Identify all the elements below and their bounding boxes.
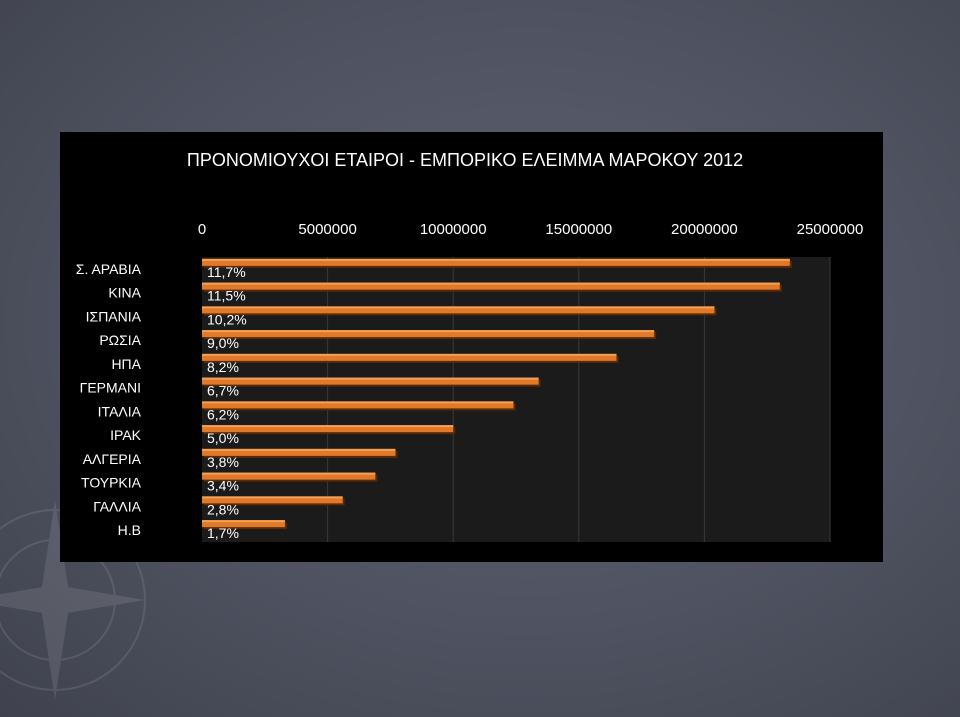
grid-lines: [327, 257, 831, 542]
data-label: 6,7%: [207, 383, 239, 399]
data-label: 2,8%: [207, 501, 239, 517]
data-labels: 11,7% 11,5% 10,2% 9,0% 8,2% 6,7% 6,2% 5,0% 3,8% 3…: [207, 264, 247, 541]
bar-highlight: [202, 496, 343, 499]
x-axis-tick-labels: 0 5000000 10000000 15000000 20000000 25000000: [198, 221, 864, 238]
bar-highlight: [202, 258, 790, 261]
data-label: 8,2%: [207, 359, 239, 375]
bar-highlight: [202, 353, 617, 356]
category-label: ΑΛΓΕΡΙΑ: [83, 451, 142, 467]
data-label: 5,0%: [207, 430, 239, 446]
bar-highlight: [202, 520, 285, 523]
compass-watermark-icon: [0, 500, 146, 700]
data-label: 11,5%: [207, 288, 246, 304]
x-tick-label: 0: [198, 221, 206, 238]
bar: [202, 425, 454, 433]
category-label: ΓΕΡΜΑΝΙ: [80, 380, 141, 396]
category-label: Σ. ΑΡΑΒΙΑ: [76, 261, 142, 277]
category-label: ΙΡΑΚ: [110, 427, 142, 443]
bar-highlight: [202, 330, 655, 333]
category-label: ΡΩΣΙΑ: [99, 332, 141, 348]
bar: [202, 401, 514, 409]
data-label: 1,7%: [207, 525, 239, 541]
x-tick-label: 20000000: [671, 221, 738, 238]
bar-highlight: [202, 401, 514, 404]
x-tick-label: 25000000: [797, 221, 864, 238]
bar: [202, 258, 790, 266]
x-tick-label: 15000000: [545, 221, 612, 238]
bar: [202, 377, 539, 385]
bar-highlight: [202, 425, 454, 428]
data-label: 11,7%: [207, 264, 246, 280]
bar-highlight: [202, 282, 780, 285]
plot-area: [202, 257, 830, 542]
bar-highlight: [202, 306, 715, 309]
data-label: 10,2%: [207, 311, 247, 327]
y-axis-category-labels: Σ. ΑΡΑΒΙΑ ΚΙΝΑ ΙΣΠΑΝΙΑ ΡΩΣΙΑ ΗΠΑ ΓΕΡΜΑΝΙ ΙΤΑΛΙ…: [76, 261, 142, 538]
bar-highlight: [202, 377, 539, 380]
bars: [202, 258, 792, 530]
bar: [202, 353, 617, 361]
bar: [202, 520, 285, 528]
bar: [202, 282, 780, 290]
bar: [202, 306, 715, 314]
data-label: 3,8%: [207, 454, 239, 470]
chart-title: ΠΡΟΝΟΜΙΟΥΧΟΙ ΕΤΑΙΡΟΙ - ΕΜΠΟΡΙΚΟ ΕΛΕΙΜΜΑ …: [186, 150, 744, 170]
bar: [202, 472, 376, 480]
category-label: ΓΑΛΛΙΑ: [93, 498, 141, 514]
x-tick-label: 5000000: [298, 221, 356, 238]
bar: [202, 330, 655, 338]
bar-highlight: [202, 448, 396, 451]
category-label: ΗΠΑ: [111, 356, 141, 372]
data-label: 3,4%: [207, 478, 239, 494]
data-label: 6,2%: [207, 406, 239, 422]
bar-highlight: [202, 472, 376, 475]
x-tick-label: 10000000: [420, 221, 487, 238]
category-label: ΤΟΥΡΚΙΑ: [81, 475, 142, 491]
category-label: ΙΤΑΛΙΑ: [98, 403, 142, 419]
category-label: ΚΙΝΑ: [108, 285, 141, 301]
category-label: Η.Β: [118, 522, 141, 538]
bar: [202, 496, 343, 504]
category-label: ΙΣΠΑΝΙΑ: [86, 308, 142, 324]
data-label: 9,0%: [207, 335, 239, 351]
bar: [202, 448, 396, 456]
